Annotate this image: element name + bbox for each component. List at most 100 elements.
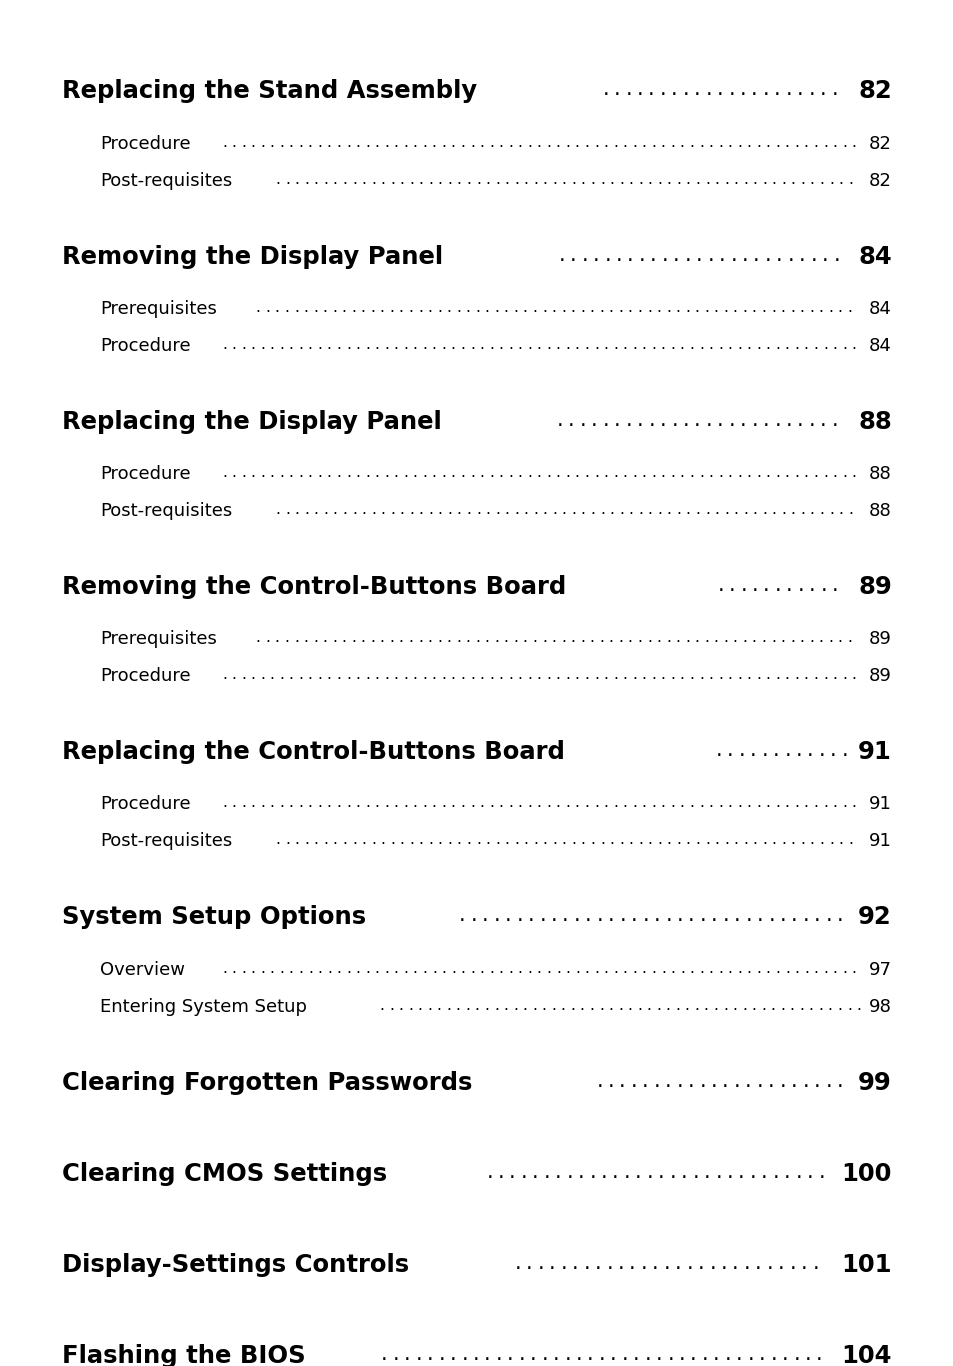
- Text: .: .: [699, 1071, 705, 1090]
- Text: .: .: [527, 464, 532, 479]
- Text: .: .: [779, 906, 785, 926]
- Text: .: .: [465, 299, 470, 314]
- Text: 82: 82: [858, 79, 891, 104]
- Text: .: .: [797, 410, 803, 430]
- Text: .: .: [556, 337, 560, 352]
- Text: 88: 88: [858, 410, 891, 434]
- Text: .: .: [783, 1162, 790, 1182]
- Text: .: .: [799, 299, 803, 314]
- Text: .: .: [659, 79, 665, 100]
- Text: .: .: [746, 337, 751, 352]
- Text: .: .: [635, 1162, 641, 1182]
- Text: 98: 98: [868, 997, 891, 1016]
- Text: .: .: [441, 134, 446, 149]
- Text: .: .: [676, 1071, 682, 1090]
- Text: .: .: [721, 906, 728, 926]
- Text: .: .: [542, 832, 547, 847]
- Text: .: .: [743, 1253, 749, 1273]
- Text: .: .: [613, 795, 618, 810]
- Text: .: .: [851, 134, 856, 149]
- Text: .: .: [609, 501, 614, 516]
- Text: 91: 91: [868, 795, 891, 813]
- Text: .: .: [832, 337, 837, 352]
- Text: .: .: [394, 960, 398, 975]
- Text: .: .: [403, 795, 408, 810]
- Text: .: .: [241, 464, 246, 479]
- Text: .: .: [432, 667, 436, 682]
- Text: .: .: [546, 667, 551, 682]
- Text: .: .: [580, 832, 585, 847]
- Text: .: .: [613, 667, 618, 682]
- Text: .: .: [446, 630, 451, 645]
- Text: .: .: [609, 172, 614, 187]
- Text: .: .: [832, 464, 837, 479]
- Text: .: .: [284, 630, 289, 645]
- Text: .: .: [498, 960, 503, 975]
- Text: .: .: [676, 501, 680, 516]
- Text: .: .: [479, 337, 484, 352]
- Text: .: .: [520, 1162, 527, 1182]
- Text: .: .: [380, 832, 385, 847]
- Text: .: .: [732, 299, 737, 314]
- Text: .: .: [807, 79, 814, 100]
- Text: .: .: [647, 172, 652, 187]
- Text: .: .: [827, 630, 832, 645]
- Text: .: .: [298, 960, 303, 975]
- Text: .: .: [484, 997, 489, 1012]
- Text: .: .: [470, 337, 475, 352]
- Text: .: .: [660, 337, 665, 352]
- Text: .: .: [497, 1162, 504, 1182]
- Text: .: .: [803, 464, 808, 479]
- Text: .: .: [803, 337, 808, 352]
- Text: .: .: [740, 575, 746, 596]
- Text: .: .: [717, 575, 723, 596]
- Text: .: .: [503, 630, 508, 645]
- Text: .: .: [760, 630, 765, 645]
- Text: .: .: [740, 245, 747, 265]
- Text: .: .: [516, 906, 522, 926]
- Text: .: .: [647, 79, 654, 100]
- Text: .: .: [470, 795, 475, 810]
- Text: .: .: [527, 906, 534, 926]
- Text: .: .: [819, 832, 823, 847]
- Text: .: .: [571, 501, 576, 516]
- Text: .: .: [260, 464, 265, 479]
- Text: Prerequisites: Prerequisites: [100, 299, 217, 318]
- Text: Prerequisites: Prerequisites: [100, 630, 217, 647]
- Text: .: .: [804, 1344, 810, 1363]
- Text: .: .: [594, 667, 598, 682]
- Text: .: .: [476, 501, 480, 516]
- Text: .: .: [775, 960, 780, 975]
- Text: .: .: [260, 134, 265, 149]
- Text: .: .: [841, 795, 846, 810]
- Text: .: .: [460, 134, 465, 149]
- Text: .: .: [489, 464, 494, 479]
- Text: .: .: [370, 630, 375, 645]
- Text: .: .: [801, 906, 808, 926]
- Text: .: .: [790, 1071, 797, 1090]
- Text: .: .: [495, 172, 499, 187]
- Text: .: .: [699, 795, 703, 810]
- Text: .: .: [232, 795, 236, 810]
- Text: .: .: [541, 997, 546, 1012]
- Text: .: .: [699, 337, 703, 352]
- Text: .: .: [851, 795, 856, 810]
- Text: .: .: [638, 172, 642, 187]
- Text: .: .: [670, 79, 677, 100]
- Text: .: .: [441, 464, 446, 479]
- Text: .: .: [832, 245, 839, 265]
- Text: .: .: [417, 299, 422, 314]
- Text: .: .: [541, 1344, 547, 1363]
- Text: .: .: [432, 795, 436, 810]
- Text: .: .: [550, 906, 557, 926]
- Text: .: .: [460, 960, 465, 975]
- Text: .: .: [646, 1162, 653, 1182]
- Text: .: .: [575, 795, 579, 810]
- Text: .: .: [379, 299, 384, 314]
- Text: .: .: [460, 337, 465, 352]
- Text: .: .: [727, 795, 732, 810]
- Text: .: .: [784, 134, 789, 149]
- Text: .: .: [808, 410, 815, 430]
- Text: 101: 101: [841, 1253, 891, 1277]
- Text: .: .: [801, 1253, 806, 1273]
